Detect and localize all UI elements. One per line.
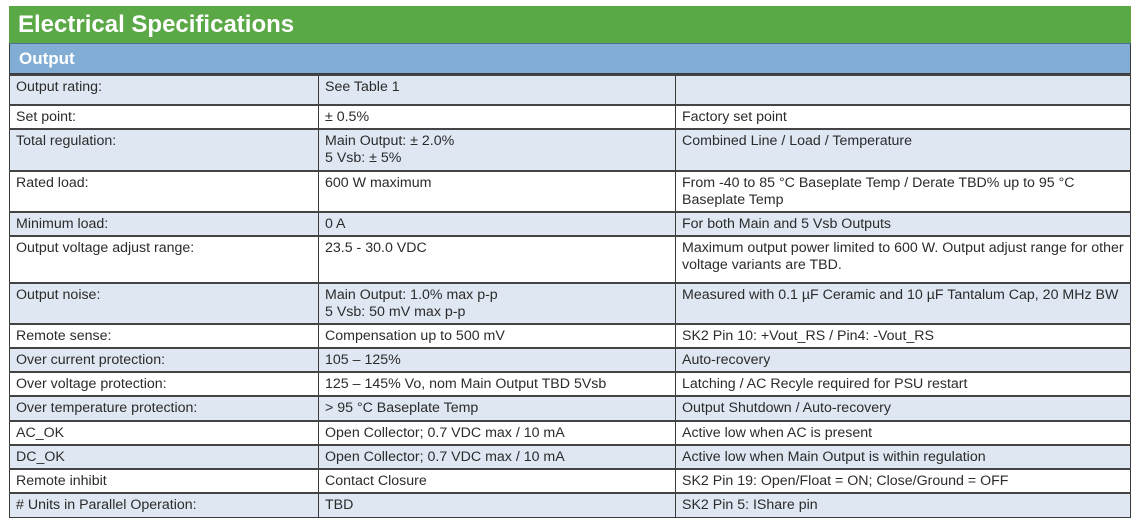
cell-note: From -40 to 85 °C Baseplate Temp / Derat…	[675, 170, 1131, 213]
cell-param: Minimum load:	[9, 211, 319, 237]
cell-value: 125 – 145% Vo, nom Main Output TBD 5Vsb	[318, 371, 676, 397]
spec-table: Output rating: See Table 1 Set point: ± 0.5…	[9, 74, 1131, 518]
cell-param: Output rating:	[9, 74, 319, 106]
cell-value: See Table 1	[318, 74, 676, 106]
cell-param: Rated load:	[9, 170, 319, 213]
table-row: Rated load: 600 W maximum From -40 to 85 °…	[9, 170, 1131, 213]
cell-param: DC_OK	[9, 444, 319, 470]
cell-note: Auto-recovery	[675, 347, 1131, 373]
cell-param: Output voltage adjust range:	[9, 235, 319, 284]
cell-value: Open Collector; 0.7 VDC max / 10 mA	[318, 420, 676, 446]
cell-note: For both Main and 5 Vsb Outputs	[675, 211, 1131, 237]
section-header: Output	[9, 43, 1131, 74]
cell-note: Active low when Main Output is within re…	[675, 444, 1131, 470]
cell-value: Contact Closure	[318, 468, 676, 494]
table-row: # Units in Parallel Operation: TBD SK2 Pin…	[9, 492, 1131, 518]
cell-param: Over current protection:	[9, 347, 319, 373]
cell-note	[675, 74, 1131, 106]
cell-value: Open Collector; 0.7 VDC max / 10 mA	[318, 444, 676, 470]
table-row: Over temperature protection: > 95 °C Base…	[9, 395, 1131, 422]
table-row: Output voltage adjust range: 23.5 - 30.0 …	[9, 235, 1131, 284]
table-row: Remote sense: Compensation up to 500 mV SK…	[9, 323, 1131, 349]
table-row: Over voltage protection: 125 – 145% Vo, n…	[9, 371, 1131, 397]
cell-note: SK2 Pin 5: IShare pin	[675, 492, 1131, 518]
cell-note: Active low when AC is present	[675, 420, 1131, 446]
cell-value: 600 W maximum	[318, 170, 676, 213]
spec-table-container: Electrical Specifications Output Output …	[9, 6, 1131, 518]
cell-param: Remote inhibit	[9, 468, 319, 494]
cell-value: Main Output: 1.0% max p-p 5 Vsb: 50 mV m…	[318, 282, 676, 325]
cell-value: ± 0.5%	[318, 104, 676, 130]
table-row: Total regulation: Main Output: ± 2.0% 5 V…	[9, 128, 1131, 172]
cell-note: Latching / AC Recyle required for PSU re…	[675, 371, 1131, 397]
table-row: Minimum load: 0 A For both Main and 5 Vsb …	[9, 211, 1131, 237]
cell-note: Combined Line / Load / Temperature	[675, 128, 1131, 172]
cell-param: Output noise:	[9, 282, 319, 325]
cell-value: 105 – 125%	[318, 347, 676, 373]
cell-note: Maximum output power limited to 600 W. O…	[675, 235, 1131, 284]
table-row: Set point: ± 0.5% Factory set point	[9, 104, 1131, 130]
cell-param: Set point:	[9, 104, 319, 130]
table-row: Output rating: See Table 1	[9, 74, 1131, 106]
cell-value: TBD	[318, 492, 676, 518]
cell-note: SK2 Pin 19: Open/Float = ON; Close/Groun…	[675, 468, 1131, 494]
cell-note: Factory set point	[675, 104, 1131, 130]
cell-param: Over temperature protection:	[9, 395, 319, 422]
cell-note: Measured with 0.1 µF Ceramic and 10 µF T…	[675, 282, 1131, 325]
cell-param: AC_OK	[9, 420, 319, 446]
table-row: Over current protection: 105 – 125% Auto-r…	[9, 347, 1131, 373]
cell-value: 23.5 - 30.0 VDC	[318, 235, 676, 284]
cell-value: > 95 °C Baseplate Temp	[318, 395, 676, 422]
cell-value: Compensation up to 500 mV	[318, 323, 676, 349]
cell-param: Remote sense:	[9, 323, 319, 349]
table-row: Remote inhibit Contact Closure SK2 Pin 19:…	[9, 468, 1131, 494]
page-title: Electrical Specifications	[9, 6, 1131, 43]
cell-param: # Units in Parallel Operation:	[9, 492, 319, 518]
cell-param: Total regulation:	[9, 128, 319, 172]
cell-param: Over voltage protection:	[9, 371, 319, 397]
cell-note: SK2 Pin 10: +Vout_RS / Pin4: -Vout_RS	[675, 323, 1131, 349]
cell-note: Output Shutdown / Auto-recovery	[675, 395, 1131, 422]
table-row: Output noise: Main Output: 1.0% max p-p 5…	[9, 282, 1131, 325]
cell-value: Main Output: ± 2.0% 5 Vsb: ± 5%	[318, 128, 676, 172]
table-row: DC_OK Open Collector; 0.7 VDC max / 10 mA…	[9, 444, 1131, 470]
cell-value: 0 A	[318, 211, 676, 237]
table-row: AC_OK Open Collector; 0.7 VDC max / 10 mA…	[9, 420, 1131, 446]
